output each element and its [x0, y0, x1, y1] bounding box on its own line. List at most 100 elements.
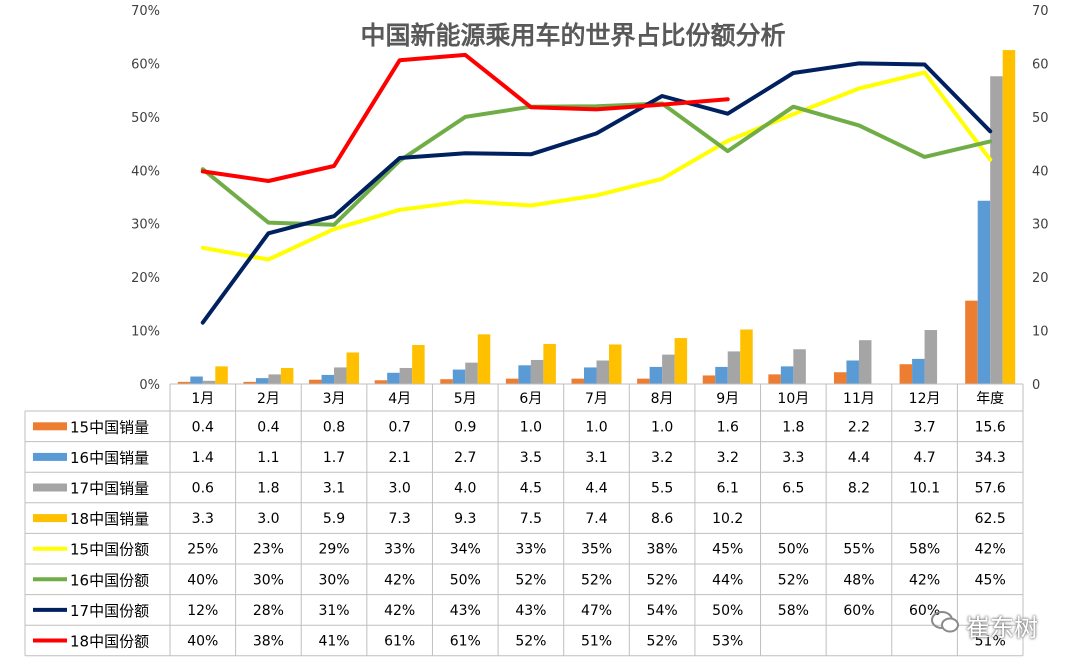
- data-label: 2.1: [389, 450, 411, 466]
- bar: [912, 358, 925, 384]
- bar: [452, 369, 466, 384]
- bar: [674, 338, 688, 384]
- data-label: 1.0: [651, 419, 673, 435]
- legend-key: [33, 452, 67, 461]
- data-label: 6.5: [782, 481, 804, 497]
- series-line: [200, 101, 993, 227]
- series-name: 15中国份额: [70, 541, 149, 559]
- data-label: 9.3: [454, 511, 476, 527]
- data-label: 30%: [318, 572, 349, 588]
- data-label: 58%: [909, 542, 940, 558]
- data-label: 0.4: [192, 419, 214, 435]
- bar: [924, 330, 938, 384]
- data-label: 61%: [450, 634, 481, 650]
- data-label: 43%: [515, 603, 546, 619]
- right-tick-label: 0: [1032, 378, 1040, 393]
- data-label: 7.3: [389, 511, 411, 527]
- data-label: 41%: [318, 634, 349, 650]
- left-tick-label: 20%: [131, 271, 160, 286]
- bar: [280, 367, 294, 384]
- series-name: 18中国份额: [70, 633, 149, 651]
- data-label: 55%: [843, 542, 874, 558]
- watermark: 崔东树: [966, 614, 1038, 642]
- data-label: 1.8: [257, 481, 279, 497]
- data-label: 42%: [975, 542, 1006, 558]
- bars: [177, 50, 1016, 384]
- data-label: 1.0: [520, 419, 542, 435]
- category-label: 10月: [777, 391, 809, 407]
- category-label: 7月: [585, 391, 608, 407]
- data-label: 47%: [581, 603, 612, 619]
- bar: [740, 329, 753, 384]
- data-label: 1.4: [192, 450, 214, 466]
- data-label: 25%: [187, 542, 218, 558]
- data-label: 40%: [187, 634, 218, 650]
- category-label: 8月: [651, 391, 674, 407]
- data-label: 52%: [647, 572, 678, 588]
- bar: [412, 344, 425, 384]
- data-label: 15.6: [975, 419, 1006, 435]
- right-tick-label: 70: [1032, 4, 1049, 19]
- data-label: 42%: [909, 572, 940, 588]
- data-label: 50%: [712, 603, 743, 619]
- bar: [190, 376, 203, 384]
- data-label: 60%: [909, 603, 940, 619]
- bar: [780, 366, 794, 384]
- bar: [465, 362, 478, 384]
- bar: [177, 381, 191, 384]
- bar: [727, 351, 741, 384]
- category-label: 年度: [976, 391, 1004, 407]
- data-label: 45%: [712, 542, 743, 558]
- category-label: 6月: [519, 391, 542, 407]
- data-table: 1月 2月 3月 4月 5月 6月 7月 8月 9月 10月 11月 12月 年度 15中国销量 0.4 0.…: [24, 383, 1024, 657]
- data-label: 5.9: [323, 511, 345, 527]
- data-label: 10.2: [712, 511, 743, 527]
- left-tick-label: 0%: [139, 378, 160, 393]
- data-label: 4.4: [848, 450, 870, 466]
- data-label: 54%: [647, 603, 678, 619]
- data-label: 3.3: [782, 450, 804, 466]
- data-label: 33%: [384, 542, 415, 558]
- bar: [571, 378, 584, 384]
- series-name: 18中国销量: [70, 510, 149, 528]
- data-label: 5.5: [651, 481, 673, 497]
- data-label: 3.2: [651, 450, 673, 466]
- bar: [440, 379, 453, 384]
- data-label: 33%: [515, 542, 546, 558]
- data-label: 35%: [581, 542, 612, 558]
- data-label: 4.0: [454, 481, 476, 497]
- category-label: 9月: [716, 391, 739, 407]
- category-label: 12月: [909, 391, 941, 407]
- data-label: 30%: [253, 572, 284, 588]
- data-label: 34.3: [975, 450, 1006, 466]
- legend-key: [33, 422, 67, 431]
- data-label: 1.1: [257, 450, 279, 466]
- bar: [374, 380, 388, 384]
- data-label: 7.4: [585, 511, 607, 527]
- category-label: 3月: [323, 391, 346, 407]
- bar: [346, 352, 360, 384]
- data-label: 4.7: [913, 450, 935, 466]
- data-label: 1.8: [782, 419, 804, 435]
- bar: [268, 374, 281, 384]
- right-tick-label: 30: [1032, 218, 1049, 233]
- bar: [715, 366, 728, 384]
- left-tick-label: 70%: [131, 4, 160, 19]
- left-tick-label: 60%: [131, 57, 160, 72]
- right-tick-label: 60: [1032, 57, 1049, 72]
- bar: [309, 379, 322, 384]
- data-label: 8.2: [848, 481, 870, 497]
- data-label: 42%: [384, 572, 415, 588]
- data-label: 4.5: [520, 481, 542, 497]
- data-label: 48%: [843, 572, 874, 588]
- bar: [334, 367, 347, 384]
- data-label: 52%: [515, 572, 546, 588]
- bar: [215, 366, 228, 384]
- category-label: 2月: [257, 391, 280, 407]
- right-axis: 0 10 20 30 40 50 60 70: [1032, 4, 1049, 393]
- bar: [321, 374, 335, 384]
- data-label: 52%: [778, 572, 809, 588]
- data-label: 62.5: [975, 511, 1006, 527]
- right-tick-label: 10: [1032, 325, 1049, 340]
